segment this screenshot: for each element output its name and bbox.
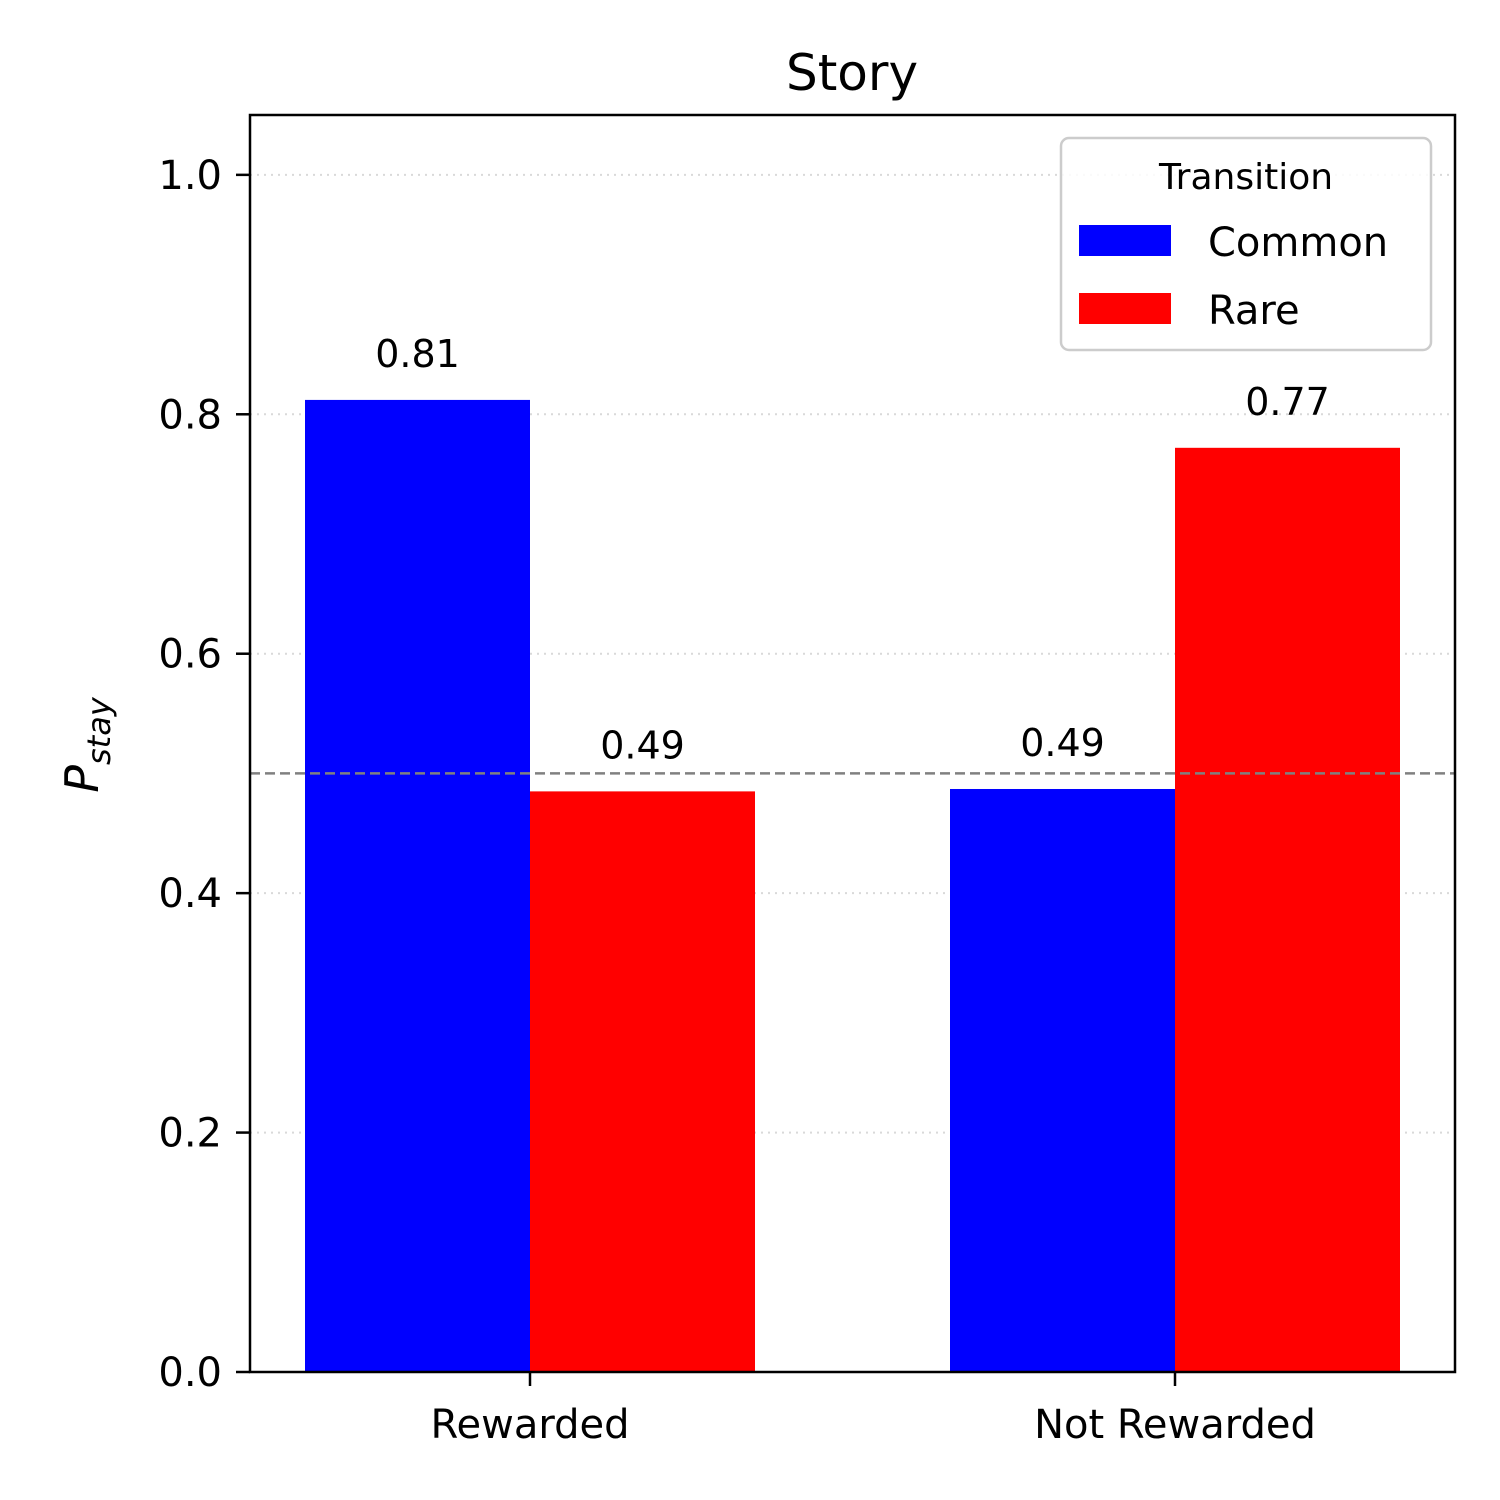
bar-rare-not-rewarded [1175,447,1400,1372]
plot-frame [248,113,1457,1374]
y-axis: 0.0 0.2 0.4 0.6 0.8 1.0 [158,153,250,1396]
grid-lines [250,173,1455,1134]
x-tick-label: Not Rewarded [1034,1402,1316,1448]
y-tick-label: 0.4 [158,871,222,917]
y-tick-label: 0.8 [158,392,222,438]
y-axis-label-subscript: stay [80,696,118,765]
legend-title: Transition [1158,157,1333,198]
y-tick-label: 1.0 [158,153,222,199]
bar-common-not-rewarded [950,788,1175,1372]
legend-swatch-common [1079,225,1171,256]
y-axis-label-main: P [55,765,109,793]
data-label: 0.49 [600,723,685,767]
data-label: 0.77 [1245,380,1330,424]
bar-rare-rewarded [530,791,755,1372]
bars [305,399,1400,1372]
bar-common-rewarded [305,399,530,1372]
legend-swatch-rare [1079,293,1171,324]
x-tick-label: Rewarded [431,1402,630,1448]
legend: Transition Common Rare [1059,136,1433,352]
data-label: 0.49 [1020,721,1105,765]
y-tick-label: 0.0 [158,1350,222,1396]
legend-label-rare: Rare [1208,288,1300,334]
y-axis-label: Pstay [55,696,118,793]
legend-label-common: Common [1208,220,1388,266]
x-axis: Rewarded Not Rewarded [431,1372,1316,1448]
data-label: 0.81 [375,332,460,376]
data-labels: 0.81 0.49 0.49 0.77 [375,332,1330,767]
chart-title: Story [786,44,918,102]
y-tick-label: 0.6 [158,632,222,678]
y-tick-label: 0.2 [158,1111,222,1157]
